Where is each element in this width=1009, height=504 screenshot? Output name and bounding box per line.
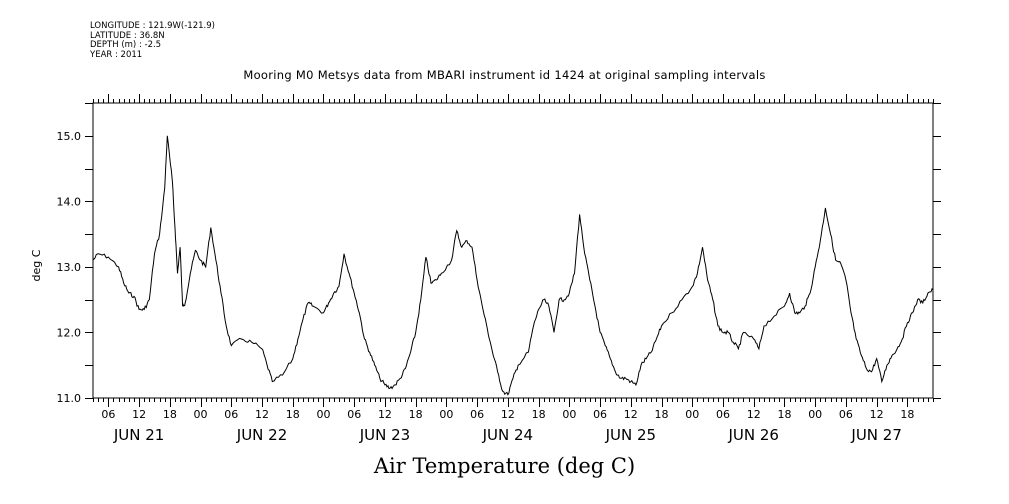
x-hour-label: 12 bbox=[501, 408, 515, 421]
x-day-label: JUN 26 bbox=[727, 426, 778, 444]
x-day-label: JUN 24 bbox=[482, 426, 533, 444]
chart-axes bbox=[92, 102, 934, 399]
chart-labels: 11.0 12.0 13.0 14.0 15.0 deg C 06 12 18 00 06 12 18 0… bbox=[30, 130, 914, 444]
x-hour-label: 18 bbox=[286, 408, 300, 421]
metadata-line-longitude: LONGITUDE : 121.9W(-121.9) bbox=[90, 21, 215, 31]
x-hour-label: 12 bbox=[747, 408, 761, 421]
metadata-line-latitude: LATITUDE : 36.8N bbox=[90, 30, 165, 41]
x-hour-label: 00 bbox=[316, 408, 330, 421]
plot-title: Mooring M0 Metsys data from MBARI instru… bbox=[243, 68, 766, 82]
x-hour-label: 12 bbox=[255, 408, 269, 421]
x-hour-label: 18 bbox=[163, 408, 177, 421]
x-day-label: JUN 21 bbox=[113, 426, 164, 444]
x-day-label: JUN 25 bbox=[605, 426, 656, 444]
x-hour-label: 00 bbox=[439, 408, 453, 421]
y-tick-label: 11.0 bbox=[57, 392, 82, 405]
x-hour-label: 06 bbox=[716, 408, 730, 421]
x-hour-label: 00 bbox=[808, 408, 822, 421]
x-day-label: JUN 22 bbox=[236, 426, 287, 444]
x-hour-label: 00 bbox=[562, 408, 576, 421]
x-hour-label: 12 bbox=[870, 408, 884, 421]
variable-title: Air Temperature (deg C) bbox=[373, 454, 636, 478]
x-hour-label: 00 bbox=[685, 408, 699, 421]
x-hour-label: 06 bbox=[593, 408, 607, 421]
x-hour-label: 06 bbox=[839, 408, 853, 421]
x-hour-label: 18 bbox=[900, 408, 914, 421]
metadata-line-depth: DEPTH (m) : -2.5 bbox=[90, 40, 162, 51]
x-hour-label: 06 bbox=[101, 408, 115, 421]
y-axis-label: deg C bbox=[30, 249, 43, 281]
x-hour-label: 12 bbox=[378, 408, 392, 421]
x-hour-label: 18 bbox=[777, 408, 791, 421]
x-hour-label: 06 bbox=[470, 408, 484, 421]
y-tick-label: 13.0 bbox=[57, 261, 82, 274]
x-hour-label: 06 bbox=[224, 408, 238, 421]
plot-frame bbox=[92, 102, 934, 399]
y-tick-label: 15.0 bbox=[57, 130, 82, 143]
y-tick-label: 12.0 bbox=[57, 326, 82, 339]
x-hour-label: 18 bbox=[532, 408, 546, 421]
x-day-label: JUN 23 bbox=[359, 426, 410, 444]
metadata-block: LONGITUDE : 121.9W(-121.9) LATITUDE : 36… bbox=[90, 21, 215, 60]
x-hour-label: 18 bbox=[409, 408, 423, 421]
chart-series bbox=[92, 135, 934, 396]
x-hour-label: 00 bbox=[194, 408, 208, 421]
x-hour-label: 12 bbox=[624, 408, 638, 421]
x-hour-label: 06 bbox=[347, 408, 361, 421]
x-hour-label: 18 bbox=[655, 408, 669, 421]
air-temperature-line bbox=[92, 135, 934, 396]
y-tick-label: 14.0 bbox=[57, 195, 82, 208]
metadata-line-year: YEAR : 2011 bbox=[90, 49, 143, 60]
chart-ticks bbox=[85, 94, 941, 407]
x-hour-label: 12 bbox=[132, 408, 146, 421]
x-day-label: JUN 27 bbox=[850, 426, 901, 444]
